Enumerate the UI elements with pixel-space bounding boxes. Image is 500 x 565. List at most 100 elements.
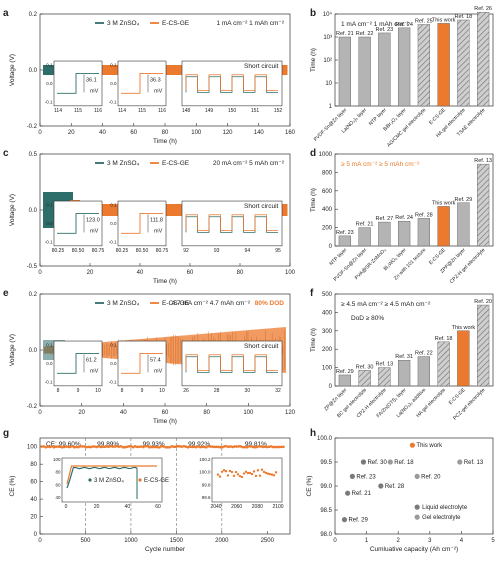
- ce-point-ecsge-38: [117, 445, 121, 448]
- ce-point-ecsge-25: [91, 445, 94, 448]
- inset-trace-e-1: [121, 353, 163, 374]
- inset-frame-c-1: [117, 200, 167, 247]
- inset-ytick-e-0-1: 0.0: [46, 361, 53, 366]
- point-label-h-0: This work: [416, 443, 443, 449]
- ytick-label-e-2: -0.2: [27, 404, 38, 410]
- inset2-point-29: [274, 471, 278, 474]
- ce-point-ecsge-18: [77, 445, 80, 449]
- panel-letter-e: e: [3, 288, 9, 299]
- bar-ref-label-b-3: Ref. 24: [395, 22, 413, 28]
- ce-point-ecsge-56: [154, 445, 157, 449]
- ce-point-ecsge-100: [243, 445, 247, 449]
- inset-xtick-e-2-0: 26: [183, 388, 189, 394]
- panel-letter-a: a: [3, 8, 9, 19]
- ce-point-ecsge-119: [282, 445, 285, 449]
- bar-category-label-b-2: NTP layer: [368, 107, 388, 127]
- ce-point-ecsge-20: [81, 445, 84, 448]
- inset2-xtick-0: 2040: [210, 504, 221, 510]
- ce-point-ecsge-17: [75, 445, 78, 449]
- inset-c-2: 92 93 94 95 Short circuit: [181, 200, 283, 254]
- inset-g-1: 0 20 40 60 40 60 80 100 3 M ZnSO₄ E-CS-GE: [53, 457, 169, 510]
- ce-point-ecsge-83: [209, 445, 212, 448]
- legend-marker-znso4-g: [88, 478, 92, 482]
- xtick-label-a-7: 140: [254, 130, 265, 136]
- bar-ref-label-d-1: Ref. 21: [356, 222, 374, 228]
- ytick-label-a-2: -0.2: [27, 124, 38, 130]
- bar-d-4: [417, 218, 431, 247]
- ce-point-ecsge-92: [227, 445, 230, 449]
- dod-label-e: 80% DOD: [255, 300, 285, 307]
- ce-point-ecsge-27: [95, 445, 98, 449]
- inset2-point-24: [264, 471, 268, 475]
- inset2-point-20: [256, 469, 260, 472]
- ce-point-ecsge-35: [111, 445, 115, 448]
- ylabel-d: Time (h): [310, 188, 317, 212]
- inset-xtick-e-2-3: 32: [275, 388, 281, 394]
- legend-label-ecsge-c: E-CS-GE: [162, 160, 190, 167]
- ytick-label-g-2: 40: [30, 497, 37, 503]
- ce-point-ecsge-7: [54, 445, 58, 448]
- bar-ref-label-d-6: Ref. 29: [455, 197, 473, 203]
- ce-point-ecsge-14: [68, 445, 72, 449]
- bar-category-label-f-6: E-CS-GE: [448, 387, 467, 406]
- ytick-label-g-3: 60: [30, 480, 37, 486]
- inset-ytick-c-1-2: -0.1: [109, 239, 117, 244]
- ce-point-ecsge-19: [79, 445, 82, 448]
- inset2-point-7: [230, 470, 234, 474]
- ce-point-ecsge-48: [137, 445, 141, 449]
- ce-point-ecsge-1: [42, 445, 46, 448]
- bar-ref-label-f-4: Ref. 22: [415, 351, 433, 357]
- panel-a: a 0 20 40 60 80 100 120 140 160 0.2 0.0 -0.2 Time (h)…: [3, 8, 296, 145]
- inset-xtick-c-1-0: 80.25: [116, 248, 129, 254]
- ytick-label-c-0: 0.5: [29, 152, 38, 158]
- inset-value-a-0: 36.1: [86, 78, 97, 84]
- inset-trace-c-1: [121, 213, 163, 234]
- inset-xtick-c-0-0: 80.25: [52, 248, 65, 254]
- bar-ref-label-d-7: Ref. 13: [474, 158, 492, 164]
- bar-category-label-d-7: CPZ-H gel electrolyte: [449, 247, 487, 285]
- inset-value-e-1: 57.4: [150, 358, 161, 364]
- panel-letter-c: c: [3, 148, 9, 159]
- ce-point-ecsge-5: [50, 445, 54, 448]
- ce-point-ecsge-89: [221, 445, 224, 449]
- ce-point-ecsge-21: [83, 445, 86, 448]
- bar-ref-label-f-0: Ref. 29: [336, 369, 354, 375]
- xtick-label-c-2: 40: [137, 270, 144, 276]
- xtick-label-a-1: 20: [68, 130, 75, 136]
- xtick-label-g-3: 1500: [170, 538, 184, 544]
- ytick-label-d-2: 400: [322, 207, 333, 213]
- ce-point-ecsge-113: [269, 445, 273, 448]
- inset2-point-10: [236, 473, 240, 476]
- inset-e-0: 8 9 10 0.1 0.0 -0.1 61.2 mV: [45, 340, 103, 394]
- ytick-label-d-3: 600: [322, 189, 333, 195]
- bar-f-6: [457, 330, 470, 387]
- ce-point-ecsge-78: [198, 445, 202, 449]
- bar-d-0: [338, 235, 352, 247]
- ce-point-ecsge-36: [113, 445, 117, 448]
- panel-letter-d: d: [310, 148, 316, 159]
- ce-point-ecsge-90: [223, 445, 226, 448]
- inset2-point-26: [268, 472, 272, 476]
- inset-e-2: 26 28 30 32 Short circuit: [181, 340, 283, 394]
- ylabel-f: Time (h): [310, 328, 317, 352]
- xtick-label-e-1: 20: [78, 410, 85, 416]
- ce-point-ecsge-57: [156, 445, 159, 449]
- ytick-label-d-0: 0: [329, 244, 333, 250]
- inset2-point-25: [266, 472, 270, 475]
- ce-point-ecsge-70: [182, 444, 186, 448]
- segment-ce-label-g-2: 99.93%: [143, 441, 165, 448]
- panel-d: d 0 200 400 600 800 1000 Time (h) ≥ 5 mA cm⁻² ≥ …: [310, 148, 494, 285]
- inset-xtick-c-2-3: 95: [275, 248, 281, 254]
- ce-point-ecsge-95: [233, 445, 236, 448]
- ce-point-ecsge-30: [101, 445, 105, 449]
- ytick-label-g-0: 0: [34, 532, 38, 538]
- ce-point-ecsge-72: [186, 445, 190, 449]
- segment-ce-label-g-4: 99.81%: [245, 441, 267, 448]
- bar-ref-label-f-3: Ref. 31: [395, 354, 413, 360]
- ce-point-ecsge-81: [204, 445, 208, 449]
- inset-xtick-c-0-1: 80.50: [72, 248, 85, 254]
- ce-point-ecsge-91: [225, 444, 228, 448]
- inset-xtick-c-1-2: 80.75: [156, 248, 169, 254]
